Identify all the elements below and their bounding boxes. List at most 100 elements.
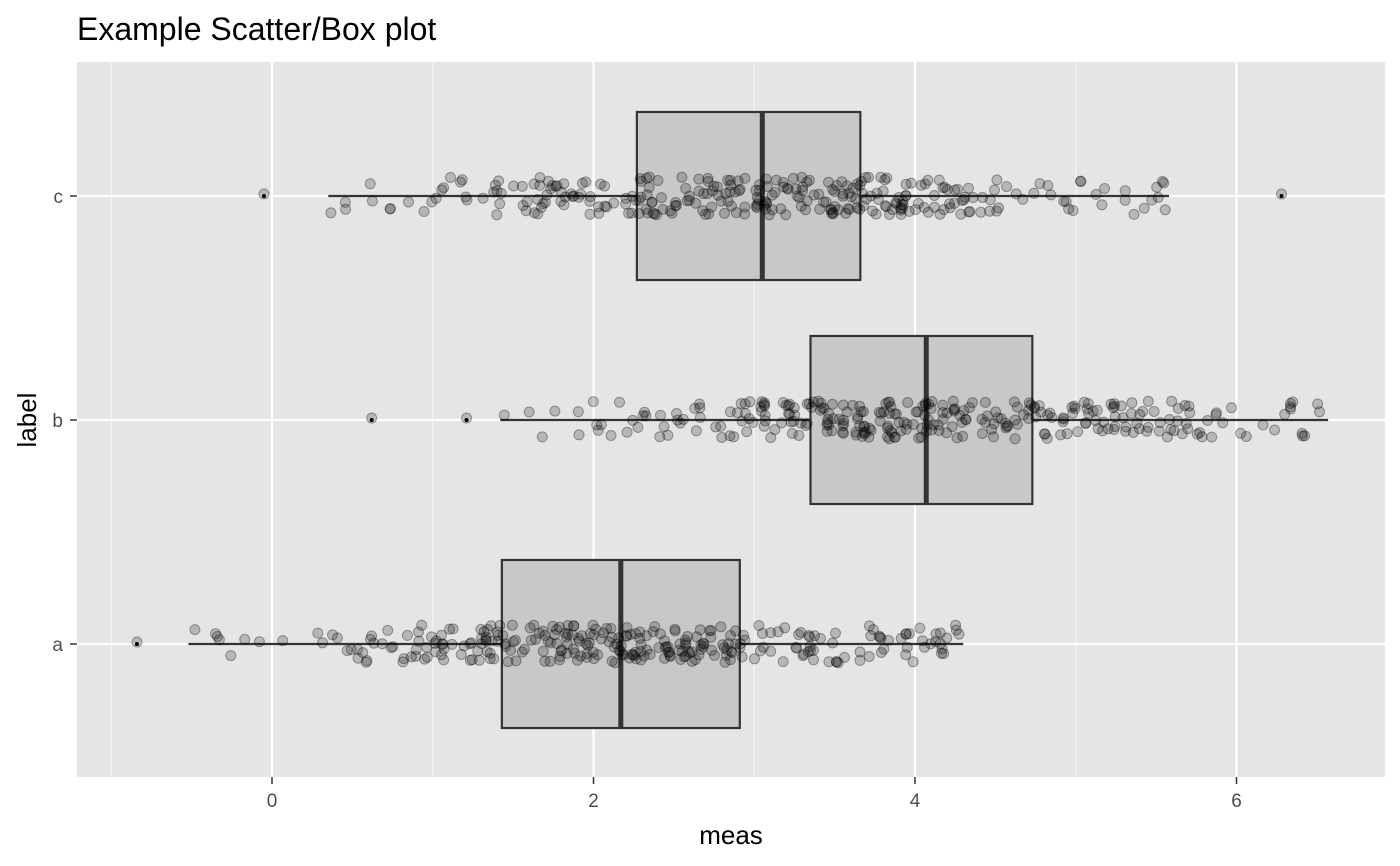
jitter-point: [484, 653, 496, 665]
jitter-point: [759, 196, 771, 207]
jitter-point: [765, 645, 777, 657]
jitter-point: [744, 396, 756, 408]
jitter-point: [825, 204, 837, 216]
jitter-point: [800, 420, 812, 431]
jitter-point: [492, 630, 504, 641]
jitter-point: [1158, 177, 1170, 189]
jitter-point: [743, 413, 755, 425]
jitter-point: [964, 402, 975, 414]
jitter-point: [478, 626, 490, 638]
jitter-point: [360, 656, 372, 668]
jitter-point: [1202, 415, 1214, 426]
jitter-point: [852, 410, 864, 422]
jitter-point: [497, 630, 509, 642]
jitter-point: [632, 421, 644, 433]
jitter-point: [1287, 396, 1299, 408]
jitter-point: [729, 186, 741, 198]
jitter-point: [884, 407, 896, 419]
jitter-point: [938, 204, 950, 216]
jitter-point: [837, 399, 849, 411]
jitter-point: [535, 201, 547, 213]
jitter-point: [1191, 428, 1203, 440]
jitter-point: [865, 630, 877, 642]
jitter-point: [520, 205, 532, 217]
jitter-point: [724, 186, 736, 198]
jitter-point: [827, 206, 839, 218]
jitter-point: [702, 172, 714, 184]
jitter-point: [921, 419, 933, 431]
jitter-point: [761, 198, 772, 210]
jitter-point: [979, 396, 991, 408]
jitter-point: [643, 171, 655, 183]
jitter-point: [832, 657, 844, 669]
jitter-point: [366, 195, 378, 207]
x-tick-label: 0: [267, 791, 278, 812]
jitter-point: [818, 402, 830, 414]
jitter-point: [890, 408, 902, 420]
jitter-point: [949, 403, 961, 415]
jitter-point: [722, 195, 734, 207]
jitter-point: [1182, 423, 1194, 435]
jitter-point: [801, 417, 813, 429]
jitter-point: [900, 649, 912, 661]
jitter-point: [584, 628, 596, 639]
jitter-point: [782, 400, 794, 412]
jitter-point: [941, 427, 953, 439]
jitter-point: [418, 206, 430, 217]
jitter-point: [854, 400, 866, 412]
jitter-point: [964, 206, 976, 217]
jitter-point: [951, 432, 963, 444]
jitter-point: [883, 433, 895, 445]
jitter-point: [435, 629, 447, 641]
jitter-point: [633, 194, 645, 206]
jitter-point: [975, 206, 987, 218]
jitter-point: [941, 184, 953, 195]
jitter-point: [491, 185, 503, 197]
jitter-point: [878, 643, 890, 655]
jitter-point: [1029, 401, 1040, 413]
jitter-point: [539, 629, 551, 641]
jitter-point: [1098, 416, 1110, 428]
jitter-point: [682, 645, 694, 657]
jitter-point: [966, 397, 978, 409]
jitter-point: [211, 631, 223, 642]
jitter-point: [885, 401, 897, 413]
jitter-point: [534, 172, 546, 184]
jitter-point: [1154, 417, 1166, 429]
jitter-point: [922, 414, 934, 426]
jitter-point: [506, 619, 518, 631]
jitter-point: [984, 194, 996, 206]
jitter-point: [1025, 399, 1037, 411]
jitter-point: [912, 406, 924, 418]
jitter-point: [1206, 431, 1218, 443]
jitter-point: [641, 630, 652, 642]
jitter-point: [634, 626, 646, 638]
y-tick-label: b: [52, 411, 63, 432]
jitter-point: [777, 176, 789, 188]
jitter-point: [641, 189, 653, 201]
jitter-point: [944, 202, 956, 214]
jitter-point: [510, 655, 522, 667]
jitter-point: [786, 428, 798, 439]
jitter-point: [730, 625, 742, 637]
jitter-point: [1142, 421, 1154, 433]
jitter-point: [588, 653, 600, 665]
jitter-point: [932, 419, 944, 431]
jitter-point: [826, 208, 838, 219]
jitter-point: [545, 183, 557, 195]
jitter-point: [823, 419, 835, 431]
boxplot-c: [261, 110, 1284, 282]
jitter-point: [982, 410, 993, 422]
jitter-point: [498, 409, 510, 421]
jitter-point: [601, 623, 613, 634]
jitter-point: [1055, 429, 1067, 441]
jitter-point: [1091, 404, 1103, 416]
jitter-point: [815, 633, 826, 644]
jitter-point: [429, 637, 441, 649]
jitter-point: [666, 207, 678, 219]
jitter-point: [669, 200, 681, 212]
jitter-point: [595, 178, 607, 190]
jitter-point: [609, 657, 621, 669]
jitter-point: [726, 647, 738, 659]
jitter-point: [829, 185, 841, 197]
